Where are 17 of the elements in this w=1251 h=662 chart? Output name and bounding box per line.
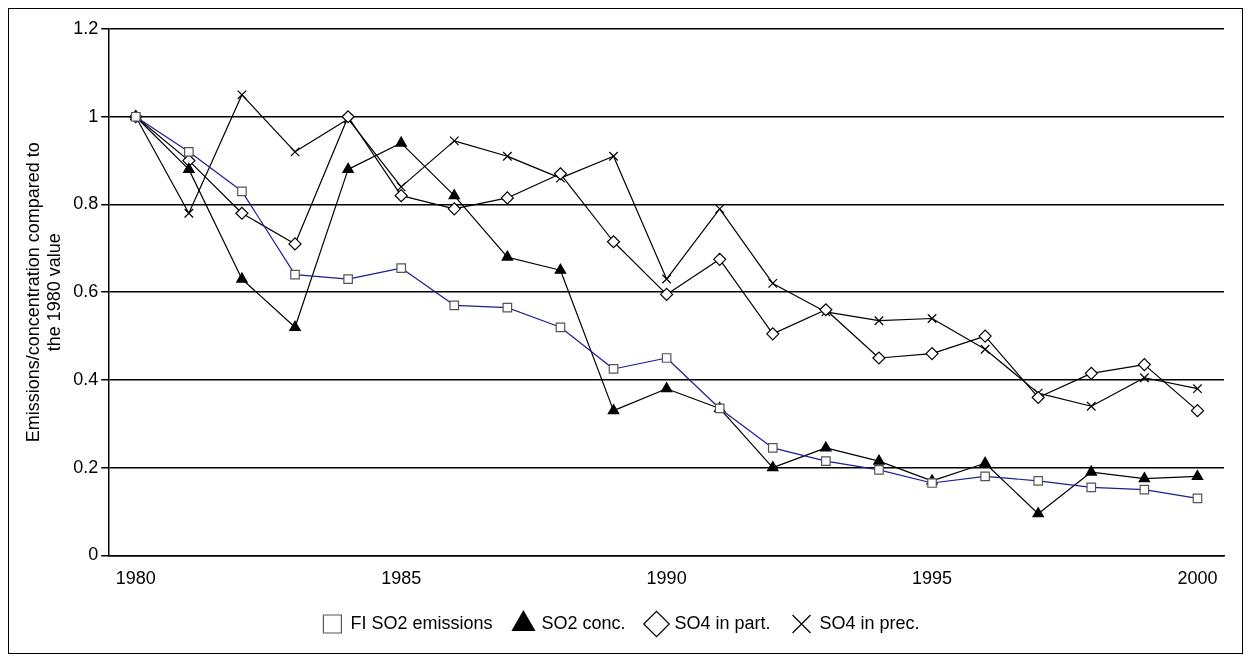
x-tick-label: 1980 [115,568,156,589]
y-tick-label: 1 [88,105,99,126]
y-tick-label: 1.2 [73,17,99,38]
legend-label: SO2 conc. [541,612,626,633]
y-tick-label: 0.8 [73,193,99,214]
x-tick-label: 1995 [912,568,953,589]
x-tick-label: 1985 [381,568,422,589]
y-tick-label: 0.4 [73,368,99,389]
y-axis-title: Emissions/concentration compared to the 1980 value [22,142,65,443]
y-tick-label: 0.2 [73,456,99,477]
x-tick-label: 2000 [1177,568,1218,589]
legend-label: SO4 in prec. [819,612,920,633]
legend-label: SO4 in part. [674,612,771,633]
y-tick-label: 0.6 [73,281,99,302]
x-tick-label: 1990 [646,568,687,589]
y-tick-label: 0 [88,544,99,565]
legend-label: FI SO2 emissions [350,612,493,633]
